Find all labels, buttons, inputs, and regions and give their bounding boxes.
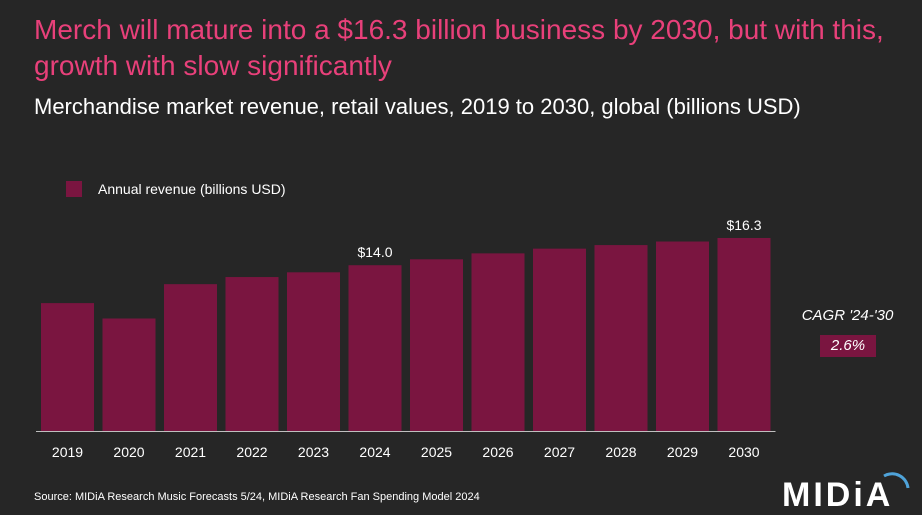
- bar-2021: [164, 284, 217, 431]
- x-tick-label: 2020: [113, 444, 144, 460]
- x-tick-label: 2023: [298, 444, 329, 460]
- logo-arc: [883, 472, 910, 489]
- bar-2027: [533, 248, 586, 431]
- x-tick-label: 2030: [728, 444, 759, 460]
- bar-2019: [41, 303, 94, 431]
- legend: Annual revenue (billions USD): [66, 181, 286, 197]
- bar-2026: [471, 253, 525, 431]
- bar-2022: [225, 277, 279, 431]
- x-tick-label: 2021: [175, 444, 206, 460]
- bar-2020: [102, 318, 156, 431]
- bar-2028: [594, 245, 648, 431]
- source-note: Source: MIDiA Research Music Forecasts 5…: [34, 491, 480, 503]
- bar-2023: [287, 272, 340, 431]
- x-tick-label: 2022: [236, 444, 267, 460]
- x-tick-label: 2028: [605, 444, 636, 460]
- logo-text: MIDiA: [782, 476, 893, 512]
- bar-2029: [656, 241, 709, 431]
- bar-2030: [717, 237, 771, 431]
- headline: Merch will mature into a $16.3 billion b…: [34, 14, 884, 81]
- legend-swatch: [66, 181, 82, 197]
- x-tick-label: 2027: [544, 444, 575, 460]
- legend-label: Annual revenue (billions USD): [98, 181, 286, 197]
- x-tick-label: 2019: [52, 444, 83, 460]
- data-label: $14.0: [357, 244, 392, 260]
- midia-logo: MIDiA: [782, 472, 910, 512]
- bar-2025: [410, 259, 463, 431]
- x-tick-label: 2024: [359, 444, 390, 460]
- x-tick-label: 2029: [667, 444, 698, 460]
- bar-2024: [348, 265, 402, 431]
- cagr-badge: 2.6%: [820, 335, 876, 357]
- chart-title: Merchandise market revenue, retail value…: [34, 94, 801, 119]
- cagr-title: CAGR '24-'30: [801, 307, 894, 324]
- x-tick-label: 2026: [482, 444, 513, 460]
- data-label: $16.3: [726, 217, 761, 233]
- x-tick-label: 2025: [421, 444, 452, 460]
